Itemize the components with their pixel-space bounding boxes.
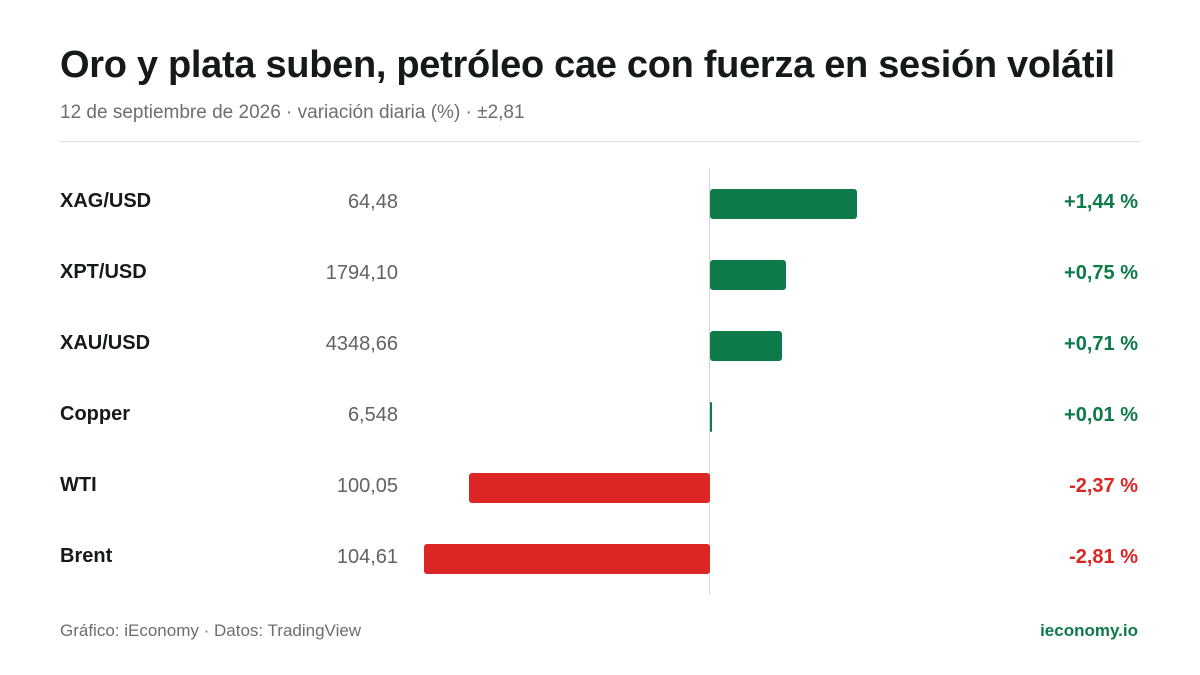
chart-row: Copper 6,548 +0,01 % [0, 401, 1200, 433]
data-label: +0,01 % [1064, 404, 1138, 426]
row-price: 64,48 [347, 191, 398, 213]
header-divider [60, 141, 1140, 142]
row-label: XAG/USD [60, 190, 152, 212]
data-label: +0,75 % [1064, 262, 1138, 284]
row-label: Brent [60, 545, 113, 567]
bar [710, 189, 857, 219]
chart-row: Brent 104,61 -2,81 % [0, 543, 1200, 575]
chart-subtitle: 12 de septiembre de 2026 · variación dia… [60, 102, 525, 123]
chart-row: XAU/USD 4348,66 +0,71 % [0, 330, 1200, 362]
data-label: +1,44 % [1064, 191, 1138, 213]
row-price: 4348,66 [325, 333, 398, 355]
row-price: 6,548 [347, 404, 398, 426]
data-label: -2,37 % [1069, 475, 1138, 497]
chart-row: XAG/USD 64,48 +1,44 % [0, 188, 1200, 220]
row-label: WTI [60, 474, 97, 496]
data-label: +0,71 % [1064, 333, 1138, 355]
row-price: 104,61 [336, 546, 398, 568]
chart-title: Oro y plata suben, petróleo cae con fuer… [60, 44, 1115, 86]
bar [424, 544, 710, 574]
zero-axis-line [709, 168, 710, 594]
source-credit: Gráfico: iEconomy · Datos: TradingView [60, 621, 362, 640]
chart-row: XPT/USD 1794,10 +0,75 % [0, 259, 1200, 291]
bar [710, 331, 783, 361]
bar [710, 402, 712, 432]
bar [468, 473, 710, 503]
row-label: XAU/USD [60, 332, 151, 354]
bar [710, 260, 787, 290]
data-label: -2,81 % [1069, 546, 1138, 568]
chart-row: WTI 100,05 -2,37 % [0, 472, 1200, 504]
row-price: 1794,10 [325, 262, 398, 284]
row-price: 100,05 [336, 475, 398, 497]
row-label: Copper [60, 403, 130, 425]
row-label: XPT/USD [60, 261, 147, 283]
brand-link[interactable]: ieconomy.io [1040, 621, 1138, 640]
